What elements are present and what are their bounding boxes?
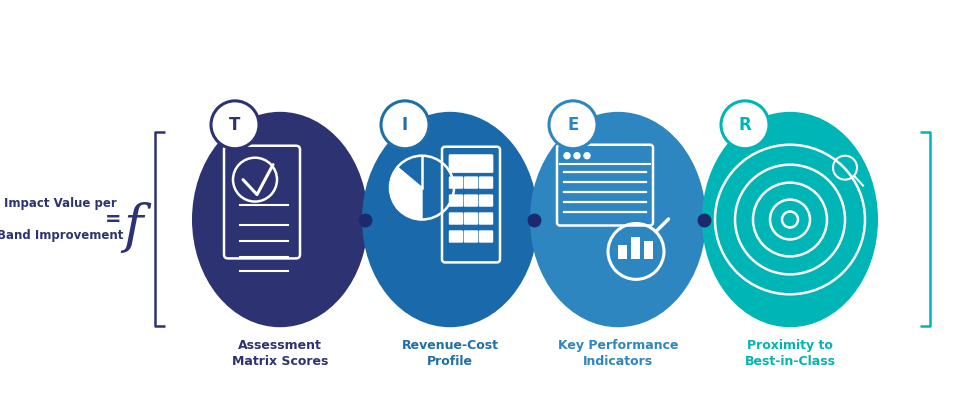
FancyBboxPatch shape	[479, 194, 493, 207]
Bar	[618, 245, 627, 259]
Circle shape	[721, 101, 769, 149]
Text: THE PRIORITISATION MATRIX FORMULA: THE PRIORITISATION MATRIX FORMULA	[222, 24, 744, 48]
FancyBboxPatch shape	[479, 177, 493, 189]
FancyBboxPatch shape	[479, 231, 493, 242]
Text: Matrix Scores: Matrix Scores	[232, 355, 328, 368]
Circle shape	[584, 153, 590, 159]
Text: Indicators: Indicators	[582, 355, 653, 368]
FancyBboxPatch shape	[449, 231, 463, 242]
FancyBboxPatch shape	[479, 212, 493, 224]
Bar	[631, 238, 640, 259]
Ellipse shape	[530, 112, 706, 327]
Text: =: =	[104, 210, 122, 229]
Text: I: I	[402, 116, 408, 134]
FancyBboxPatch shape	[449, 194, 463, 207]
FancyBboxPatch shape	[464, 177, 478, 189]
FancyBboxPatch shape	[464, 194, 478, 207]
FancyBboxPatch shape	[449, 155, 493, 173]
Circle shape	[549, 101, 597, 149]
FancyBboxPatch shape	[449, 177, 463, 189]
Text: T: T	[229, 116, 241, 134]
Bar	[644, 242, 653, 259]
Text: Band Improvement: Band Improvement	[0, 229, 124, 242]
Ellipse shape	[192, 112, 368, 327]
Circle shape	[211, 101, 259, 149]
Text: Profile: Profile	[427, 355, 473, 368]
Ellipse shape	[362, 112, 538, 327]
Text: E: E	[567, 116, 579, 134]
Text: Proximity to: Proximity to	[747, 339, 833, 352]
Text: Key Performance: Key Performance	[557, 339, 678, 352]
Circle shape	[564, 153, 570, 159]
Text: Assessment: Assessment	[238, 339, 322, 352]
FancyBboxPatch shape	[464, 212, 478, 224]
Text: R: R	[739, 116, 752, 134]
Ellipse shape	[702, 112, 878, 327]
Text: f: f	[124, 202, 143, 253]
Circle shape	[233, 158, 277, 201]
Circle shape	[381, 101, 429, 149]
Wedge shape	[390, 167, 422, 219]
Circle shape	[574, 153, 580, 159]
Text: Best-in-Class: Best-in-Class	[745, 355, 836, 368]
Text: Revenue-Cost: Revenue-Cost	[402, 339, 498, 352]
FancyBboxPatch shape	[464, 231, 478, 242]
Text: Impact Value per: Impact Value per	[4, 196, 116, 210]
FancyBboxPatch shape	[449, 212, 463, 224]
